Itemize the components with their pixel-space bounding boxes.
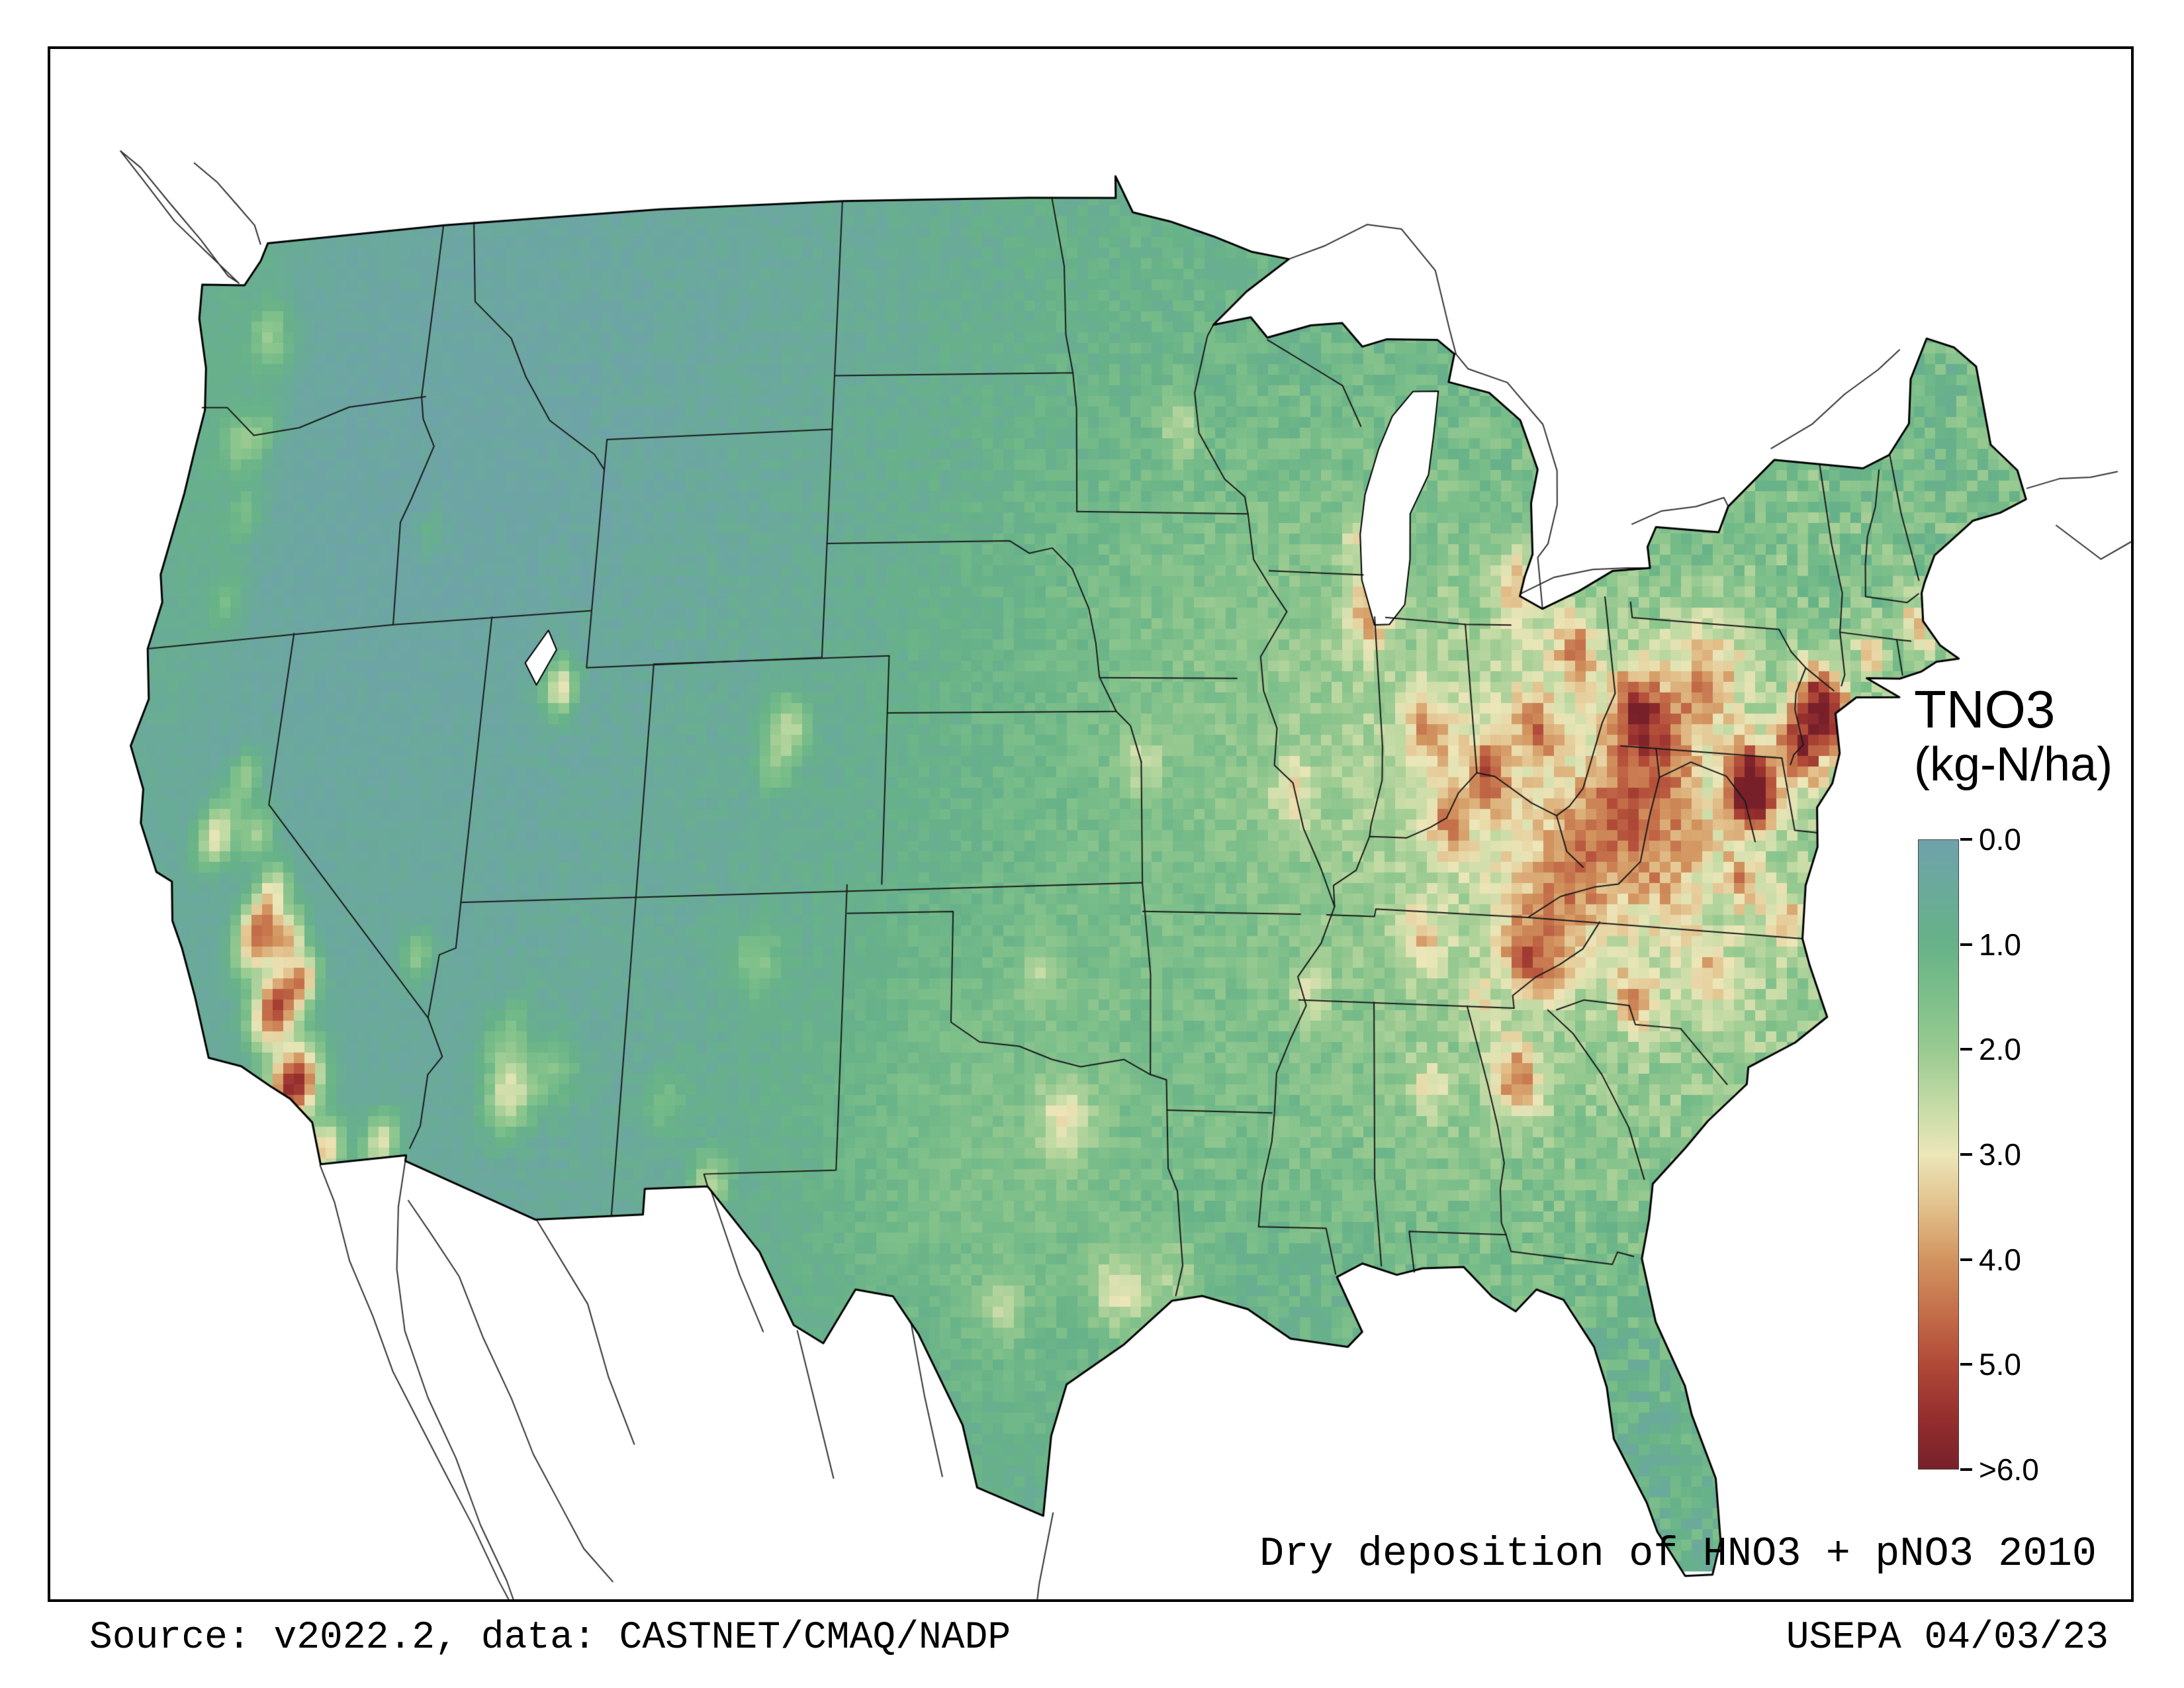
- legend-title: TNO3: [1914, 680, 2056, 739]
- tick-mark-icon: [1960, 1152, 1972, 1156]
- tick-label: 4.0: [1979, 1242, 2021, 1277]
- tick-mark-icon: [1960, 838, 1972, 841]
- tick-label: 0.0: [1979, 822, 2021, 857]
- tick-mark-icon: [1960, 1468, 1972, 1471]
- colorbar-ticks: 0.0 1.0 2.0 3.0 4.0 5.0 >6.0: [1960, 824, 2132, 1485]
- tick-mark-icon: [1960, 1363, 1972, 1366]
- tick-label: 5.0: [1979, 1347, 2021, 1382]
- tick-mark-icon: [1960, 943, 1972, 946]
- colorbar-gradient: [1918, 839, 1959, 1470]
- tick-label: >6.0: [1979, 1452, 2039, 1487]
- tick-label: 1.0: [1979, 927, 2021, 962]
- tick-label: 2.0: [1979, 1032, 2021, 1067]
- tick-label: 3.0: [1979, 1137, 2021, 1172]
- colorbar-legend: TNO3 (kg-N/ha): [1914, 682, 2179, 792]
- tick-mark-icon: [1960, 1048, 1972, 1051]
- legend-units: (kg-N/ha): [1914, 738, 2113, 791]
- tick-mark-icon: [1960, 1258, 1972, 1261]
- map-caption: Dry deposition of HNO3 + pNO3 2010: [1259, 1530, 2097, 1577]
- source-note: Source: v2022.2, data: CASTNET/CMAQ/NADP: [89, 1617, 1011, 1660]
- agency-date-stamp: USEPA 04/03/23: [1786, 1617, 2109, 1660]
